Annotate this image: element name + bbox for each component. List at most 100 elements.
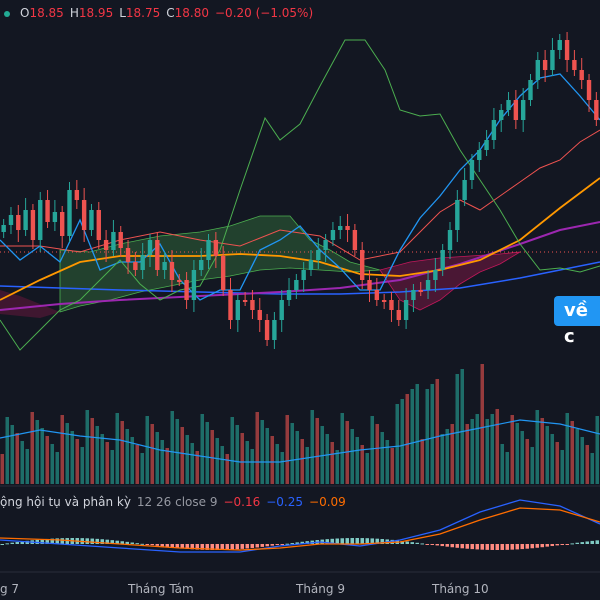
macd-bar (465, 544, 469, 549)
macd-bar (345, 538, 349, 544)
volume-bar (480, 364, 484, 484)
volume-bar (255, 412, 259, 484)
volume-bar (575, 429, 579, 484)
candle-body (418, 290, 423, 292)
volume-bar (75, 439, 79, 484)
macd-bar (275, 544, 279, 546)
candle-body (499, 110, 504, 120)
volume-bar (125, 429, 129, 484)
macd-bar (130, 542, 134, 544)
macd-bar (495, 544, 499, 550)
macd-bar (365, 538, 369, 544)
macd-signal-value: −0.25 (266, 495, 304, 509)
macd-bar (305, 541, 309, 544)
close-label: C (166, 6, 175, 20)
macd-bar (590, 540, 594, 544)
candle-body (294, 280, 299, 290)
candle-body (220, 256, 226, 290)
candle-body (542, 60, 548, 70)
volume-bar (5, 417, 9, 484)
candle-body (23, 210, 28, 230)
volume-bar (40, 428, 44, 484)
candle-body (367, 280, 372, 290)
high-value: 18.95 (78, 6, 114, 20)
volume-bar (490, 414, 494, 484)
candle-body (140, 255, 145, 270)
volume-bar (10, 425, 14, 484)
volume-bar (190, 443, 194, 484)
macd-bar (555, 544, 559, 546)
candle-body (403, 300, 409, 320)
volume-bar (85, 410, 89, 484)
candle-body (89, 210, 94, 230)
volume-bar (310, 410, 314, 484)
macd-bar (140, 543, 144, 545)
candle-body (111, 232, 116, 250)
macd-bar (265, 544, 269, 547)
macd-bar (5, 543, 9, 545)
volume-bar (220, 446, 224, 484)
volume-bar (585, 445, 589, 484)
macd-bar (45, 538, 49, 544)
volume-bar (110, 450, 114, 484)
candle-body (118, 232, 123, 248)
macd-bar (360, 538, 364, 544)
volume-bar (185, 435, 189, 484)
macd-bar (20, 541, 24, 544)
macd-bar (50, 538, 54, 544)
candle-body (228, 290, 233, 320)
macd-bar (105, 539, 109, 544)
candle-body (125, 248, 131, 262)
macd-bar (220, 544, 224, 550)
macd-bar (40, 539, 44, 544)
macd-indicator-name[interactable]: ộng hội tụ và phân kỳ (0, 495, 131, 509)
volume-bar (170, 411, 174, 484)
volume-bar (565, 413, 569, 484)
price-label-tag[interactable]: về c (554, 296, 600, 347)
macd-bar (165, 544, 169, 548)
volume-bar (250, 449, 254, 484)
volume-bar (360, 445, 364, 484)
macd-bar (560, 544, 564, 545)
chikou-line (0, 39, 600, 351)
macd-bar (420, 543, 424, 545)
volume-bar (240, 433, 244, 484)
candle-body (206, 240, 211, 260)
candle-body (264, 320, 270, 340)
volume-bar (445, 429, 449, 484)
volume-bar (580, 437, 584, 484)
macd-bar (510, 544, 514, 550)
macd-bar (235, 544, 239, 550)
volume-bar (25, 449, 29, 484)
macd-bar (595, 540, 599, 544)
candle-body (330, 230, 336, 240)
candle-body (462, 180, 467, 200)
volume-bar (520, 431, 524, 484)
volume-bar (530, 447, 534, 484)
volume-bar (225, 454, 229, 484)
macd-hist-value: −0.09 (309, 495, 346, 509)
macd-legend: ộng hội tụ và phân kỳ 12 26 close 9 −0.1… (0, 495, 346, 509)
macd-params: 12 26 close 9 (136, 495, 218, 509)
volume-bar (335, 450, 339, 484)
volume-bar (495, 409, 499, 484)
candle-body (96, 210, 101, 240)
candle-body (323, 240, 328, 250)
macd-bar (145, 544, 149, 545)
macd-bar (60, 538, 64, 544)
candle-body (272, 320, 277, 340)
macd-bar (405, 541, 409, 544)
candlestick-series[interactable] (1, 32, 599, 349)
volume-bar (560, 450, 564, 484)
candle-body (257, 310, 262, 320)
macd-bar (430, 544, 434, 545)
candle-body (177, 280, 182, 282)
volume-bar (95, 426, 99, 484)
macd-bar (490, 544, 494, 550)
change-value: −0.20 (−1.05%) (215, 6, 314, 20)
volume-bar (425, 389, 429, 484)
volume-bar (50, 444, 54, 484)
macd-bar (245, 544, 249, 549)
macd-bar (100, 539, 104, 544)
